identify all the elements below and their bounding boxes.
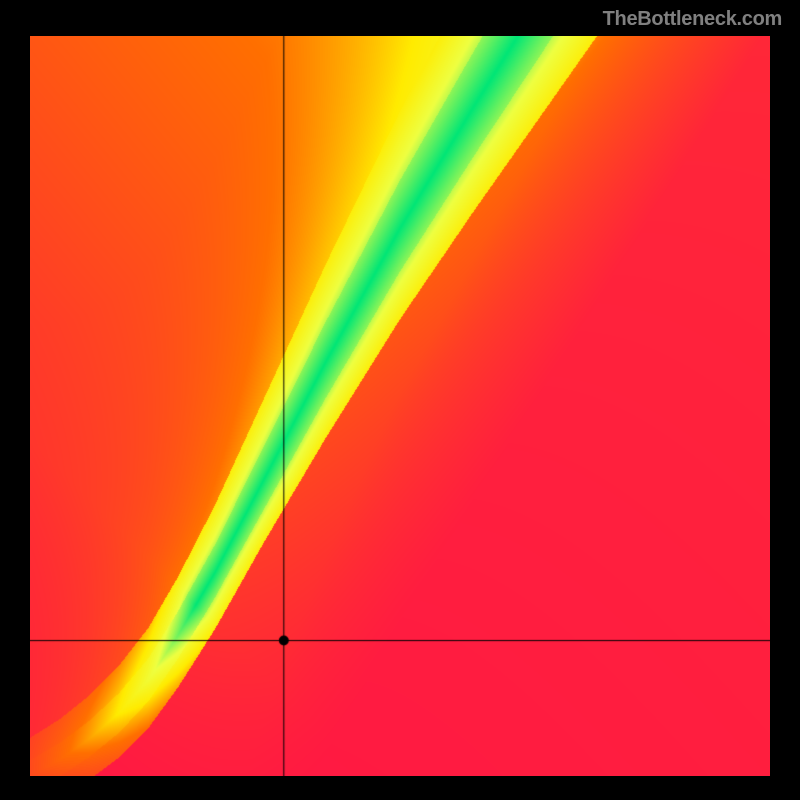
attribution-text: TheBottleneck.com — [603, 8, 782, 31]
heatmap-canvas — [30, 36, 770, 776]
chart-container: TheBottleneck.com — [0, 0, 800, 800]
heatmap-plot — [30, 36, 770, 776]
